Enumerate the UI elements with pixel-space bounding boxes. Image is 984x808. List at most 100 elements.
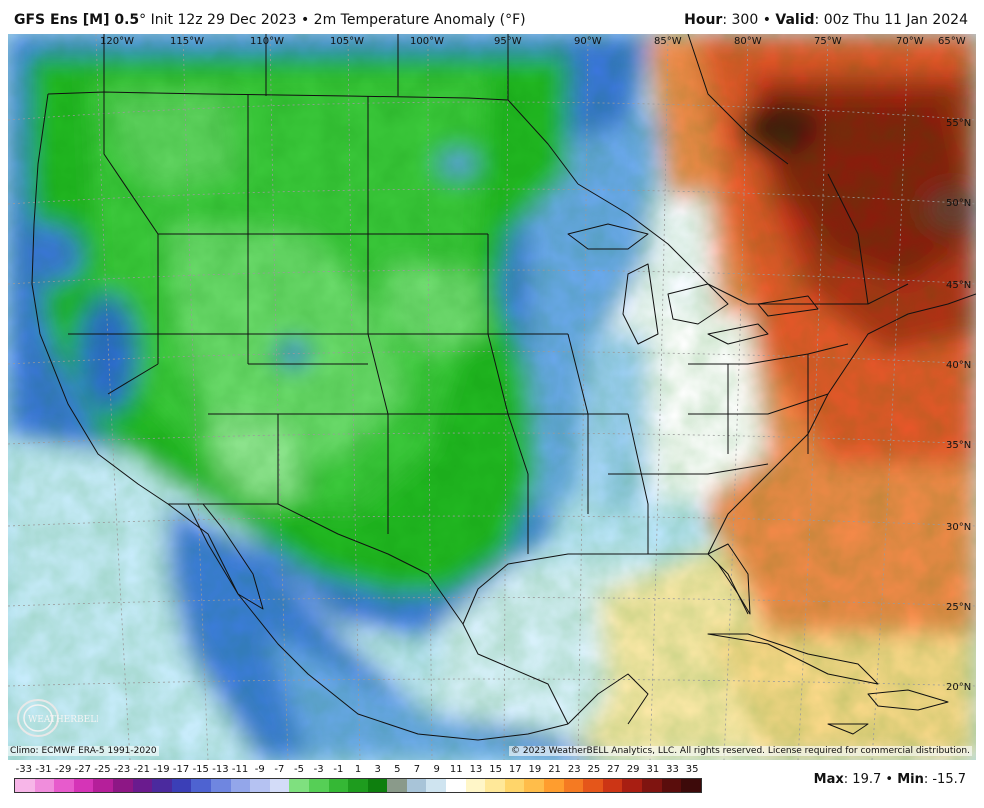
weatherbell-logo: WEATHERBELL — [16, 694, 102, 740]
lon-label: 120°W — [100, 36, 134, 47]
legend-swatch — [622, 779, 642, 792]
legend-tick-label: -33 — [15, 764, 32, 775]
legend-tick-label: 17 — [508, 764, 522, 775]
legend-tick-label: 3 — [374, 764, 381, 775]
legend-colorbar — [14, 778, 702, 793]
climo-note: Climo: ECMWF ERA-5 1991-2020 — [8, 746, 159, 756]
legend-tick-label: -3 — [313, 764, 324, 775]
legend-swatch — [54, 779, 74, 792]
valid-info: Hour: 300 • Valid: 00z Thu 11 Jan 2024 — [684, 12, 968, 28]
legend-swatch — [446, 779, 466, 792]
legend-tick-label: 5 — [394, 764, 401, 775]
legend-tick-label: 13 — [469, 764, 483, 775]
legend-swatch — [132, 779, 153, 792]
legend-tick-label: 35 — [685, 764, 699, 775]
legend-tick-label: -13 — [212, 764, 229, 775]
valid-label: Valid — [775, 12, 815, 28]
min-value: : -15.7 — [923, 772, 966, 787]
copyright-note: © 2023 WeatherBELL Analytics, LLC. All r… — [509, 746, 972, 756]
model-name: GFS Ens [M] 0.5 — [14, 12, 140, 28]
lon-label: 85°W — [654, 36, 682, 47]
legend-swatch — [661, 779, 682, 792]
legend-tick-label: 31 — [646, 764, 660, 775]
legend-swatch — [289, 779, 309, 792]
lon-label: 95°W — [494, 36, 522, 47]
legend-tick-label: -27 — [74, 764, 91, 775]
lat-label: 20°N — [946, 682, 971, 693]
graticule — [8, 34, 976, 760]
legend-tick-label: 25 — [587, 764, 601, 775]
lon-label: 65°W — [938, 36, 966, 47]
color-legend: -33 -31 -29 -27 -25 -23 -21 -19 -17 -15 -13 -11 -9 -7… — [14, 764, 702, 793]
legend-swatch — [485, 779, 505, 792]
legend-swatch — [152, 779, 172, 792]
legend-tick-label: -29 — [54, 764, 72, 775]
legend-swatch — [328, 779, 349, 792]
separator: • — [881, 772, 898, 787]
legend-tick-label: -19 — [153, 764, 170, 775]
legend-tick-label: 11 — [449, 764, 463, 775]
legend-swatch — [93, 779, 113, 792]
legend-swatch — [406, 779, 427, 792]
lon-label: 80°W — [734, 36, 762, 47]
legend-swatch — [465, 779, 486, 792]
legend-swatch — [524, 779, 545, 792]
legend-tick-label: 9 — [433, 764, 440, 775]
legend-tick-label: -5 — [294, 764, 305, 775]
legend-swatch — [348, 779, 368, 792]
longitude-labels: 120°W 115°W 110°W 105°W 100°W 95°W 90°W … — [100, 36, 966, 47]
legend-tick-label: 19 — [528, 764, 542, 775]
legend-swatch — [308, 779, 329, 792]
header: GFS Ens [M] 0.5° Init 12z 29 Dec 2023 • … — [0, 0, 984, 34]
lat-label: 35°N — [946, 440, 971, 451]
lon-label: 115°W — [170, 36, 204, 47]
legend-swatch — [250, 779, 270, 792]
legend-swatch — [583, 779, 603, 792]
lat-label: 45°N — [946, 280, 971, 291]
init-time: Init 12z 29 Dec 2023 — [150, 12, 297, 28]
legend-swatch — [34, 779, 55, 792]
legend-tick-label: 23 — [567, 764, 581, 775]
max-label: Max — [813, 772, 844, 787]
legend-tick-label: 7 — [413, 764, 421, 775]
lat-label: 30°N — [946, 522, 971, 533]
legend-tick-label: 15 — [489, 764, 502, 775]
legend-tick-label: -31 — [35, 764, 52, 775]
degree-mark: ° — [139, 12, 147, 28]
legend-tick-label: -1 — [333, 764, 344, 775]
lon-label: 70°W — [896, 36, 924, 47]
map-borders — [31, 34, 976, 741]
lon-label: 105°W — [330, 36, 364, 47]
lon-label: 100°W — [410, 36, 444, 47]
bullet: • — [300, 12, 310, 28]
legend-swatch — [681, 779, 701, 792]
legend-swatch — [544, 779, 564, 792]
max-min-stats: Max: 19.7 • Min: -15.7 — [814, 772, 966, 787]
latitude-labels: 55°N 50°N 45°N 40°N 35°N 30°N 25°N 20°N — [946, 118, 971, 693]
legend-ticks: -33 -31 -29 -27 -25 -23 -21 -19 -17 -15 -13 -11 -9 -7… — [14, 764, 702, 778]
anomaly-map: 120°W 115°W 110°W 105°W 100°W 95°W 90°W … — [8, 34, 976, 760]
legend-swatch — [73, 779, 94, 792]
legend-tick-label: -25 — [94, 764, 111, 775]
legend-swatch — [269, 779, 290, 792]
legend-swatch — [426, 779, 447, 792]
lat-label: 55°N — [946, 118, 971, 129]
lat-label: 25°N — [946, 602, 971, 613]
legend-swatch — [642, 779, 662, 792]
legend-swatch — [563, 779, 584, 792]
field-name: 2m Temperature Anomaly (°F) — [313, 12, 526, 28]
bullet: • — [762, 12, 771, 28]
legend-tick-label: -23 — [113, 764, 131, 775]
lon-label: 90°W — [574, 36, 602, 47]
legend-tick-label: -11 — [231, 764, 249, 775]
legend-swatch — [602, 779, 623, 792]
legend-tick-label: -17 — [172, 764, 190, 775]
lon-label: 75°W — [814, 36, 842, 47]
logo-svg: WEATHERBELL — [17, 699, 102, 737]
min-label: Min — [897, 772, 924, 787]
legend-swatch — [112, 779, 133, 792]
legend-tick-label: 33 — [666, 764, 679, 775]
legend-swatch — [504, 779, 525, 792]
legend-swatch — [210, 779, 231, 792]
legend-swatch — [387, 779, 407, 792]
